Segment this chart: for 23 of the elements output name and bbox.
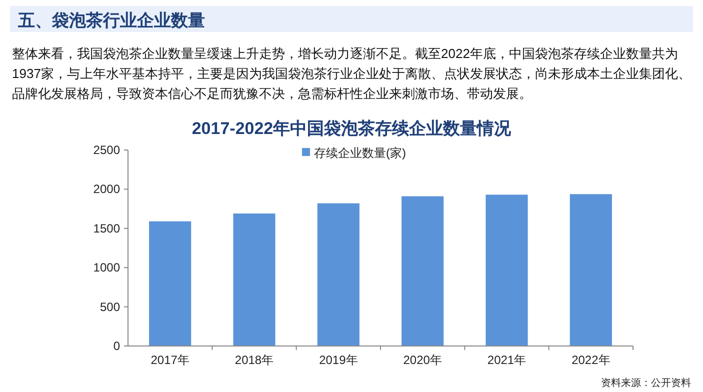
y-tick-label: 1500 <box>93 221 120 236</box>
bar <box>402 196 444 346</box>
text: 五、袋泡茶行业企业数量 <box>17 11 205 30</box>
x-tick-label: 2018年 <box>234 353 274 367</box>
bar <box>570 194 612 346</box>
bar <box>233 214 276 346</box>
y-tick-label: 1000 <box>93 260 120 275</box>
y-tick-label: 2000 <box>93 182 120 196</box>
text: 资料来源：公开资料 <box>601 377 691 389</box>
x-tick-label: 2022年 <box>572 353 610 367</box>
x-tick-label: 2020年 <box>403 353 442 367</box>
chart-title: 2017-2022年中国袋泡茶存续企业数量情况 <box>192 119 512 138</box>
x-tick-label: 2021年 <box>487 353 526 367</box>
x-tick-label: 2019年 <box>319 353 358 367</box>
y-tick-label: 2500 <box>93 143 120 157</box>
text: 整体来看，我国袋泡茶企业数量呈缓速上升走势，增长动力逐渐不足。截至2022年底，中国袋泡茶存续企业数量共为1937家，与上年水平基本持平，主要是因为我国袋泡茶行业企业处于离散、点状发展状态，尚未形成本土企业集团化、品牌化发展格局，导致资本信心不足而犹豫不决，急需标杆性企业来刺激市场、带动发展。 <box>12 46 691 101</box>
bar <box>149 221 192 346</box>
y-tick-label: 0 <box>113 339 120 353</box>
bar <box>317 203 360 346</box>
y-tick-label: 500 <box>100 300 120 314</box>
legend-label: 存续企业数量(家) <box>314 146 406 160</box>
bar <box>486 194 528 346</box>
x-tick-label: 2017年 <box>150 353 190 367</box>
